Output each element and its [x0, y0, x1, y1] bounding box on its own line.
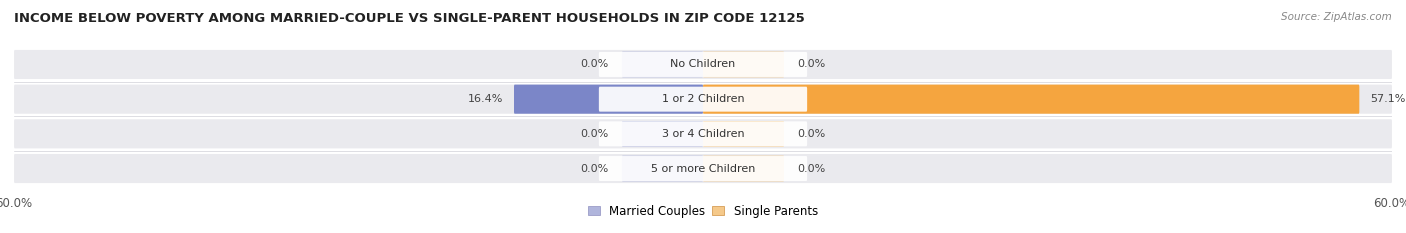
FancyBboxPatch shape: [599, 121, 807, 146]
FancyBboxPatch shape: [14, 85, 1392, 114]
Text: 0.0%: 0.0%: [581, 129, 609, 139]
FancyBboxPatch shape: [14, 119, 1392, 148]
Text: 0.0%: 0.0%: [797, 59, 825, 69]
FancyBboxPatch shape: [703, 156, 785, 181]
Text: 0.0%: 0.0%: [581, 164, 609, 174]
FancyBboxPatch shape: [703, 85, 1360, 114]
FancyBboxPatch shape: [14, 50, 1392, 79]
Text: 1 or 2 Children: 1 or 2 Children: [662, 94, 744, 104]
Legend: Married Couples, Single Parents: Married Couples, Single Parents: [588, 205, 818, 218]
Text: 5 or more Children: 5 or more Children: [651, 164, 755, 174]
FancyBboxPatch shape: [599, 156, 807, 181]
FancyBboxPatch shape: [14, 154, 1392, 183]
Text: 57.1%: 57.1%: [1369, 94, 1406, 104]
FancyBboxPatch shape: [599, 52, 807, 77]
FancyBboxPatch shape: [621, 156, 703, 181]
Text: INCOME BELOW POVERTY AMONG MARRIED-COUPLE VS SINGLE-PARENT HOUSEHOLDS IN ZIP COD: INCOME BELOW POVERTY AMONG MARRIED-COUPL…: [14, 12, 804, 25]
FancyBboxPatch shape: [703, 52, 785, 77]
FancyBboxPatch shape: [621, 121, 703, 147]
Text: No Children: No Children: [671, 59, 735, 69]
Text: 0.0%: 0.0%: [581, 59, 609, 69]
Text: 16.4%: 16.4%: [468, 94, 503, 104]
FancyBboxPatch shape: [599, 87, 807, 112]
Text: 0.0%: 0.0%: [797, 129, 825, 139]
FancyBboxPatch shape: [515, 85, 703, 114]
FancyBboxPatch shape: [621, 52, 703, 77]
Text: 3 or 4 Children: 3 or 4 Children: [662, 129, 744, 139]
FancyBboxPatch shape: [703, 121, 785, 147]
Text: Source: ZipAtlas.com: Source: ZipAtlas.com: [1281, 12, 1392, 22]
Text: 0.0%: 0.0%: [797, 164, 825, 174]
